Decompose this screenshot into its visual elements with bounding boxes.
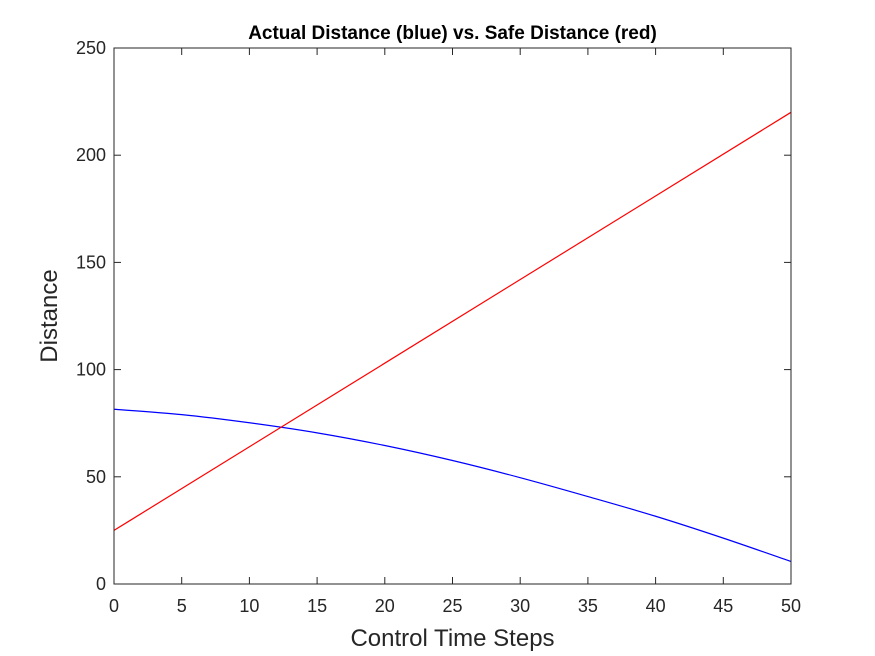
series-line-1 [113,111,792,531]
y-tick-label: 100 [76,360,106,380]
x-tick-label: 40 [646,596,666,616]
x-tick-label: 20 [375,596,395,616]
series-line-0 [113,408,792,563]
y-tick-label: 200 [76,145,106,165]
x-tick-label: 35 [578,596,598,616]
x-tick-label: 10 [239,596,259,616]
x-tick-label: 0 [109,596,119,616]
y-axis-label: Distance [36,269,63,362]
y-tick-label: 250 [76,38,106,58]
x-axis-label: Control Time Steps [350,625,554,652]
y-tick-label: 50 [86,467,106,487]
y-tick-label: 0 [96,574,106,594]
x-tick-label: 50 [781,596,801,616]
chart-title: Actual Distance (blue) vs. Safe Distance… [248,23,657,44]
y-tick-label: 150 [76,252,106,272]
x-tick-label: 25 [442,596,462,616]
x-tick-label: 30 [510,596,530,616]
x-tick-label: 5 [177,596,187,616]
series-layer [113,111,792,563]
x-tick-label: 15 [307,596,327,616]
x-tick-label: 45 [713,596,733,616]
plot-area [114,48,791,584]
ticks-layer: 0 5 10 15 20 25 30 35 40 45 50 0 50 100 150 200 250 [76,38,801,616]
